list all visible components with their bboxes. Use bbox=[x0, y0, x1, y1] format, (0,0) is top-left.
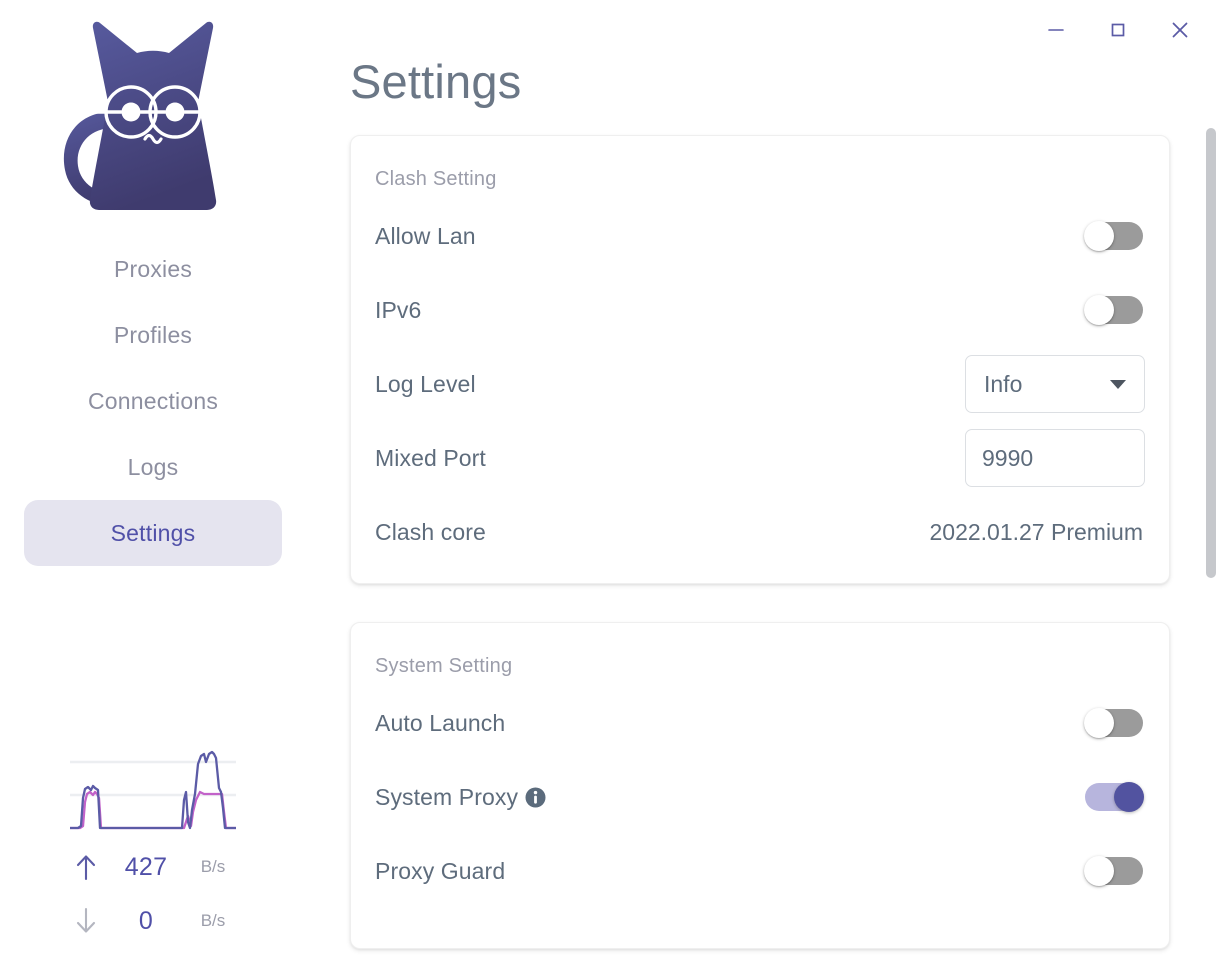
traffic-download-row: 0 B/s bbox=[64, 894, 242, 948]
scrollbar-thumb[interactable] bbox=[1206, 128, 1216, 578]
page-title: Settings bbox=[350, 55, 522, 108]
toggle-knob bbox=[1084, 295, 1114, 325]
arrow-up-icon bbox=[64, 852, 108, 882]
setting-label: System Proxy bbox=[375, 783, 519, 810]
setting-label: Log Level bbox=[375, 370, 476, 397]
traffic-series-download bbox=[70, 790, 236, 830]
setting-label: Allow Lan bbox=[375, 222, 476, 249]
setting-label-wrap: System Proxy bbox=[375, 784, 547, 811]
close-button[interactable] bbox=[1160, 11, 1200, 49]
log-level-value: Info bbox=[984, 370, 1023, 397]
chevron-down-icon bbox=[1110, 379, 1126, 389]
toggle-knob bbox=[1084, 221, 1114, 251]
sidebar: Proxies Profiles Connections Logs Settin… bbox=[0, 0, 306, 956]
toggle-knob bbox=[1114, 782, 1144, 812]
minimize-icon bbox=[1045, 19, 1067, 41]
setting-label: IPv6 bbox=[375, 296, 422, 323]
setting-row-mixed-port: Mixed Port bbox=[375, 421, 1145, 495]
maximize-icon bbox=[1107, 19, 1129, 41]
setting-row-auto-launch: Auto Launch bbox=[375, 686, 1145, 760]
toggle-knob bbox=[1084, 708, 1114, 738]
download-speed-unit: B/s bbox=[200, 911, 226, 930]
sidebar-item-settings[interactable]: Settings bbox=[24, 500, 282, 566]
info-icon[interactable] bbox=[524, 786, 547, 809]
download-speed-value: 0 bbox=[138, 906, 154, 935]
ipv6-toggle[interactable] bbox=[1084, 295, 1143, 325]
proxy-guard-toggle[interactable] bbox=[1084, 856, 1143, 886]
close-icon bbox=[1168, 18, 1192, 42]
setting-row-proxy-guard: Proxy Guard bbox=[375, 834, 1145, 908]
setting-label: Auto Launch bbox=[375, 709, 506, 736]
allow-lan-toggle[interactable] bbox=[1084, 221, 1143, 251]
sidebar-item-logs[interactable]: Logs bbox=[24, 434, 282, 500]
sidebar-item-label: Proxies bbox=[113, 255, 193, 282]
setting-row-ipv6: IPv6 bbox=[375, 273, 1145, 347]
app-logo bbox=[53, 20, 253, 223]
sidebar-item-label: Connections bbox=[87, 387, 219, 414]
mixed-port-field[interactable] bbox=[965, 429, 1145, 487]
sidebar-item-proxies[interactable]: Proxies bbox=[24, 236, 282, 302]
minimize-button[interactable] bbox=[1036, 11, 1076, 49]
traffic-upload-row: 427 B/s bbox=[64, 840, 242, 894]
setting-label: Proxy Guard bbox=[375, 857, 506, 884]
log-level-select[interactable]: Info bbox=[965, 355, 1145, 413]
clash-setting-card: Clash Setting Allow Lan IPv6 Log Level bbox=[350, 135, 1170, 584]
card-title: System Setting bbox=[375, 655, 513, 677]
window-controls bbox=[1002, 0, 1222, 60]
maximize-button[interactable] bbox=[1098, 11, 1138, 49]
sidebar-nav: Proxies Profiles Connections Logs Settin… bbox=[0, 236, 306, 566]
main-content: Settings Clash Setting Allow Lan IPv6 Lo… bbox=[306, 0, 1222, 956]
sidebar-item-label: Logs bbox=[127, 453, 179, 480]
traffic-series-upload bbox=[70, 750, 236, 830]
setting-row-system-proxy: System Proxy bbox=[375, 760, 1145, 834]
setting-row-allow-lan: Allow Lan bbox=[375, 199, 1145, 273]
sidebar-item-label: Profiles bbox=[113, 321, 193, 348]
auto-launch-toggle[interactable] bbox=[1084, 708, 1143, 738]
setting-row-log-level: Log Level Info bbox=[375, 347, 1145, 421]
traffic-panel: 427 B/s 0 B/s bbox=[0, 742, 306, 948]
cat-logo-icon bbox=[53, 20, 253, 223]
sidebar-item-profiles[interactable]: Profiles bbox=[24, 302, 282, 368]
sidebar-item-label: Settings bbox=[110, 519, 196, 546]
upload-speed-unit: B/s bbox=[200, 857, 226, 876]
setting-label: Clash core bbox=[375, 518, 486, 545]
traffic-chart bbox=[64, 742, 242, 834]
clash-core-version: 2022.01.27 Premium bbox=[929, 518, 1143, 545]
arrow-down-icon bbox=[64, 906, 108, 936]
upload-speed-value: 427 bbox=[124, 852, 168, 881]
toggle-knob bbox=[1084, 856, 1114, 886]
system-proxy-toggle[interactable] bbox=[1085, 782, 1144, 812]
setting-label: Mixed Port bbox=[375, 444, 486, 471]
card-title: Clash Setting bbox=[375, 168, 497, 190]
system-setting-card: System Setting Auto Launch System Proxy bbox=[350, 622, 1170, 949]
sidebar-item-connections[interactable]: Connections bbox=[24, 368, 282, 434]
setting-row-clash-core: Clash core 2022.01.27 Premium bbox=[375, 495, 1145, 569]
mixed-port-input[interactable] bbox=[982, 444, 1128, 472]
